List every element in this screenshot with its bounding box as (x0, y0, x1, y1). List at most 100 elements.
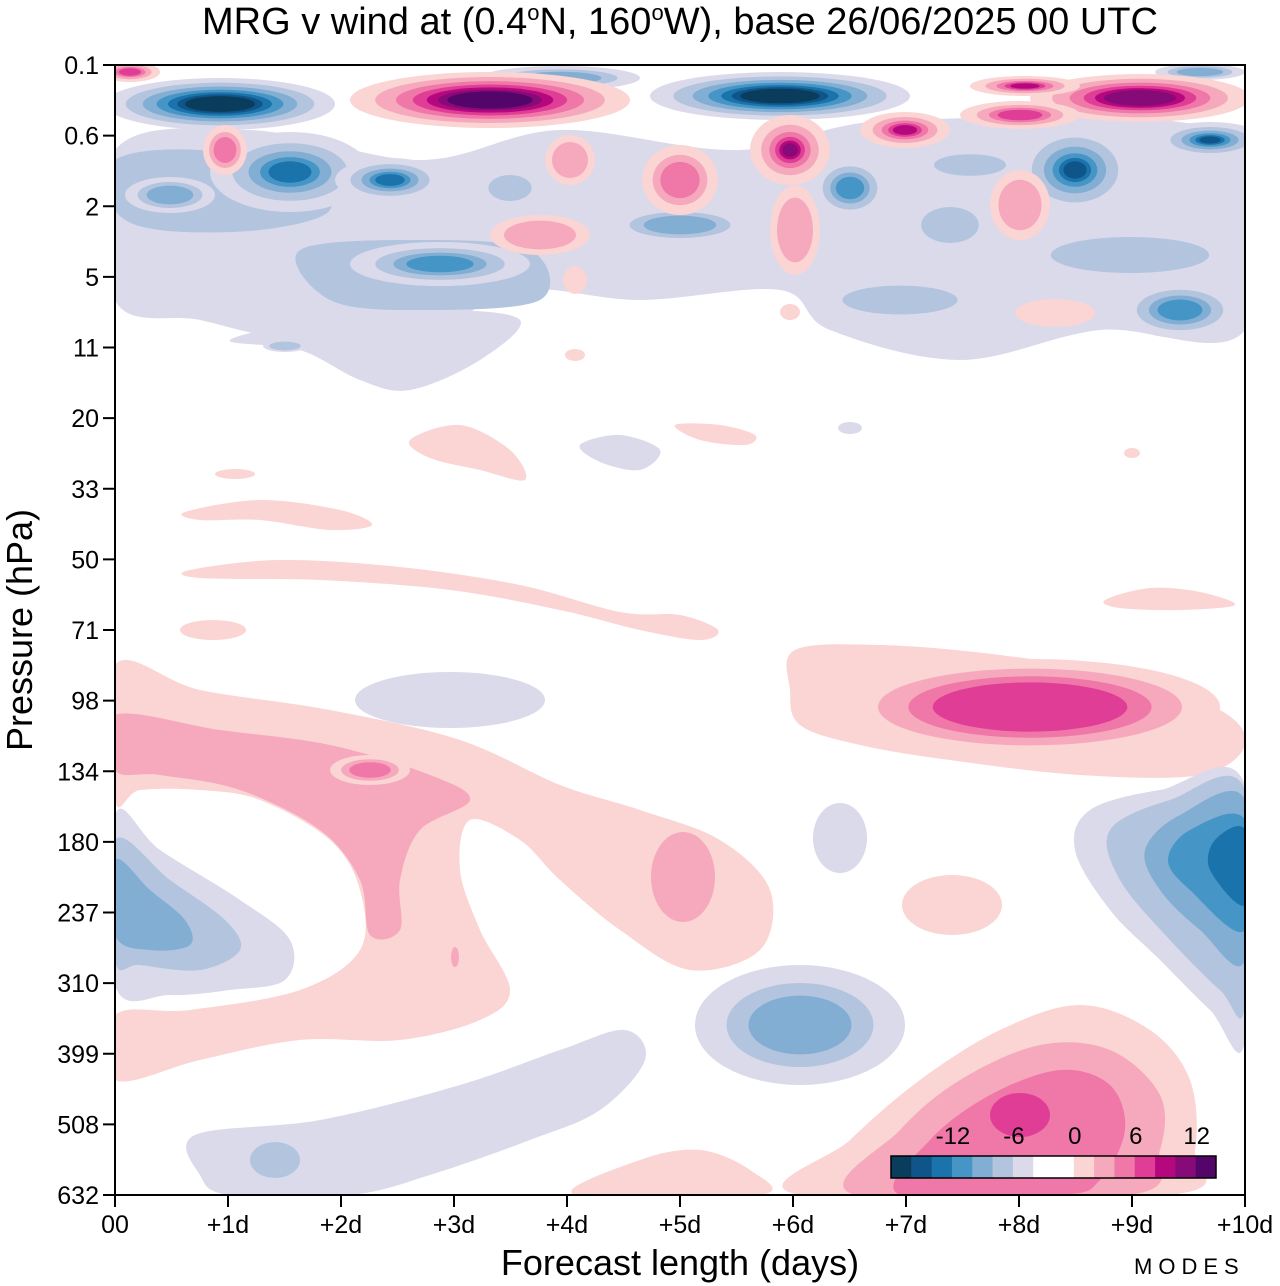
positive-v-wind-region (213, 137, 237, 163)
positive-v-wind-region (902, 875, 1002, 935)
title-degree-sign-a: o (527, 0, 539, 25)
positive-v-wind-region (660, 161, 700, 199)
colorbar-swatch (1175, 1156, 1197, 1178)
negative-v-wind-region (269, 341, 301, 351)
positive-v-wind-region (1103, 90, 1177, 106)
negative-v-wind-region (643, 215, 717, 235)
colorbar-swatch (931, 1156, 953, 1178)
x-axis: 00 +1d +2d +3d +4d +5d +6d +7d +8d +9d +10d (101, 1195, 1273, 1239)
positive-v-wind-region (892, 125, 918, 135)
positive-v-wind-region (563, 266, 587, 294)
modes-logo: MODES (1134, 1254, 1245, 1279)
positive-v-wind-region (782, 143, 798, 157)
x-tick-label: +5d (659, 1211, 701, 1239)
positive-v-wind-region (504, 220, 576, 250)
x-tick-label: 00 (101, 1211, 129, 1239)
y-tick-label: 98 (71, 688, 99, 716)
positive-v-wind-region (349, 762, 391, 778)
positive-v-wind-region (181, 499, 373, 531)
positive-v-wind-region (777, 197, 813, 263)
negative-v-wind-region (488, 175, 532, 201)
positive-v-wind-region (571, 1149, 773, 1195)
negative-v-wind-region (355, 672, 545, 728)
colorbar-tick-label: 12 (1183, 1123, 1210, 1150)
y-tick-label: 5 (85, 264, 99, 292)
x-tick-label: +2d (320, 1211, 362, 1239)
x-axis-label: Forecast length (days) (501, 1242, 859, 1283)
negative-v-wind-region (934, 154, 1006, 176)
negative-v-wind-region (921, 207, 979, 243)
negative-v-wind-region (1063, 161, 1087, 179)
x-tick-label: +7d (885, 1211, 927, 1239)
positive-v-wind-region (674, 423, 757, 446)
colorbar-frame (890, 1155, 1217, 1179)
positive-v-wind-region (451, 947, 459, 967)
plot-area (114, 64, 1246, 1196)
positive-v-wind-region (565, 349, 585, 361)
title-lead: MRG v wind at (0.4 (202, 1, 527, 43)
negative-v-wind-region (740, 88, 820, 104)
positive-v-wind-region (552, 142, 588, 178)
y-tick-label: 310 (57, 970, 99, 998)
y-tick-label: 0.1 (64, 52, 99, 80)
colorbar-tick-label: 6 (1129, 1123, 1142, 1150)
colorbar-swatch (1155, 1156, 1176, 1178)
colorbar-swatch (1195, 1156, 1217, 1178)
negative-v-wind-region (1207, 826, 1245, 906)
colorbar-swatch (1094, 1156, 1115, 1178)
positive-v-wind-region (1103, 587, 1236, 611)
y-tick-label: 11 (73, 335, 99, 363)
y-tick-label: 237 (57, 900, 99, 928)
negative-v-wind-region (115, 858, 193, 951)
colorbar-swatch (992, 1156, 1014, 1178)
y-tick-label: 71 (71, 617, 99, 645)
negative-v-wind-region (250, 1142, 300, 1178)
negative-v-wind-region (186, 1029, 646, 1195)
y-tick-label: 33 (71, 476, 99, 504)
positive-v-wind-region (997, 109, 1043, 121)
x-tick-label: +9d (1111, 1211, 1153, 1239)
negative-v-wind-region (406, 255, 474, 273)
positive-v-wind-region (180, 620, 246, 640)
positive-v-wind-region (1015, 299, 1095, 327)
x-tick-label: +10d (1217, 1211, 1273, 1239)
positive-v-wind-region (215, 469, 255, 479)
y-tick-label: 632 (57, 1182, 99, 1210)
negative-v-wind-region (229, 309, 522, 391)
colorbar-swatch (1012, 1156, 1034, 1178)
colorbar-tick-label: 0 (1068, 1123, 1081, 1150)
negative-v-wind-region (185, 96, 255, 112)
negative-v-wind-region (1050, 237, 1210, 273)
positive-v-wind-region (1124, 448, 1140, 458)
positive-v-wind-region (990, 1093, 1050, 1137)
y-tick-label: 134 (57, 758, 99, 786)
x-tick-label: +4d (546, 1211, 588, 1239)
negative-v-wind-region (835, 176, 865, 200)
negative-v-wind-region (838, 422, 862, 434)
positive-v-wind-region (651, 832, 715, 922)
x-tick-label: +1d (207, 1211, 249, 1239)
colorbar-swatch (1073, 1156, 1095, 1178)
colorbar-swatch (1114, 1156, 1136, 1178)
y-tick-label: 20 (71, 405, 99, 433)
chart-title: MRG v wind at (0.4oN, 160oW), base 26/06… (202, 0, 1158, 43)
colorbar-tick-label: -6 (1003, 1123, 1024, 1150)
y-axis-label: Pressure (hPa) (0, 509, 40, 751)
negative-v-wind-region (1176, 67, 1224, 77)
negative-v-wind-region (1199, 136, 1221, 144)
y-tick-label: 180 (57, 829, 99, 857)
colorbar-swatch (1134, 1156, 1156, 1178)
colorbar-swatch (891, 1156, 912, 1178)
y-tick-label: 399 (57, 1041, 99, 1069)
negative-v-wind-region (748, 995, 852, 1055)
x-tick-label: +3d (433, 1211, 475, 1239)
colorbar-swatch (951, 1156, 973, 1178)
negative-v-wind-region (146, 185, 194, 205)
positive-v-wind-region (1010, 83, 1040, 89)
negative-v-wind-region (842, 285, 958, 315)
title-mid: N, 160 (539, 1, 651, 43)
negative-v-wind-region (375, 174, 405, 186)
positive-v-wind-region (118, 68, 142, 76)
negative-v-wind-region (813, 803, 867, 873)
positive-v-wind-region (408, 424, 527, 481)
